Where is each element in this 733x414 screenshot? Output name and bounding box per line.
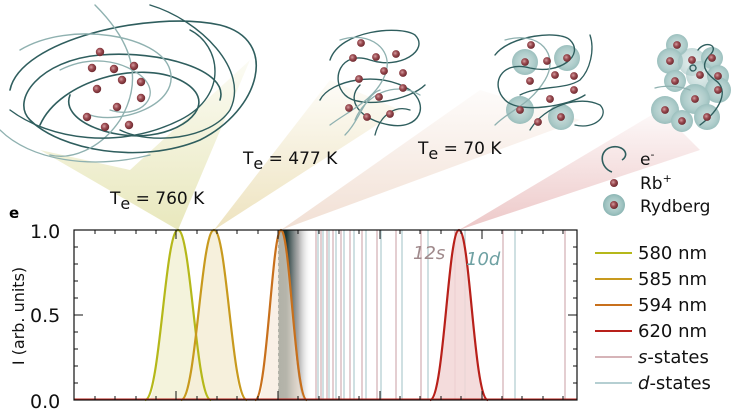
rb-ions xyxy=(516,41,578,126)
s-state-lines xyxy=(315,230,566,400)
fill-620nm xyxy=(432,230,486,400)
cone-rydberg xyxy=(459,110,700,230)
svg-text:594 nm: 594 nm xyxy=(638,295,707,316)
y-ticks xyxy=(74,246,577,384)
temperature-label-760K: Te = 760 K xyxy=(109,189,205,213)
species-label-rb-ion: Rb+ xyxy=(640,172,672,194)
rb-ion-icon xyxy=(610,179,618,187)
cone-760K xyxy=(40,60,250,230)
temperature-label-70K: Te = 70 K xyxy=(417,139,502,163)
d-state-lines xyxy=(317,230,516,400)
state-label-10d: 10d xyxy=(466,249,501,270)
rb-ions xyxy=(82,47,146,132)
panel-label: e xyxy=(9,204,19,222)
legend-item-594nm[interactable]: 594 nm xyxy=(595,295,707,316)
ytick-1.0: 1.0 xyxy=(30,221,60,243)
legend-item-585nm[interactable]: 585 nm xyxy=(595,269,707,290)
legend-item-d-states[interactable]: d-states xyxy=(595,373,711,394)
svg-text:s-states: s-states xyxy=(638,347,709,368)
y-axis-label: I (arb. units) xyxy=(9,267,28,365)
svg-text:620 nm: 620 nm xyxy=(638,321,707,342)
fill-594nm xyxy=(258,230,304,400)
temperature-label-477K: Te = 477 K xyxy=(242,149,338,173)
plot-area: 12s 10d xyxy=(73,228,578,402)
species-label-electron: e- xyxy=(640,148,654,170)
plasma-illustration-760K xyxy=(0,4,257,163)
legend-item-s-states[interactable]: s-states xyxy=(595,347,709,368)
svg-text:580 nm: 580 nm xyxy=(638,243,707,264)
plasma-illustration-70K xyxy=(494,34,604,131)
plasma-illustration-477K xyxy=(319,29,426,136)
species-legend: e- Rb+ Rydberg xyxy=(601,145,710,217)
rydberg-atom-icon xyxy=(603,194,625,216)
light-cones xyxy=(40,60,700,230)
plot-frame xyxy=(73,229,578,401)
ytick-0.5: 0.5 xyxy=(30,305,60,327)
rydberg-illustration xyxy=(651,34,731,132)
electron-trajectory-icon xyxy=(601,145,627,173)
ytick-0.0: 0.0 xyxy=(30,391,60,413)
legend-item-620nm[interactable]: 620 nm xyxy=(595,321,707,342)
rb-ions xyxy=(661,41,722,125)
svg-text:d-states: d-states xyxy=(638,373,711,394)
state-label-12s: 12s xyxy=(413,243,445,264)
chart-legend: 580 nm 585 nm 594 nm 620 nm s-states d-s… xyxy=(595,243,711,394)
cone-70K xyxy=(281,90,580,230)
x-ticks xyxy=(94,230,564,400)
cone-477K xyxy=(214,80,400,230)
legend-item-580nm[interactable]: 580 nm xyxy=(595,243,707,264)
svg-text:585 nm: 585 nm xyxy=(638,269,707,290)
rb-ions xyxy=(345,39,407,121)
species-label-rydberg: Rydberg xyxy=(640,197,710,217)
